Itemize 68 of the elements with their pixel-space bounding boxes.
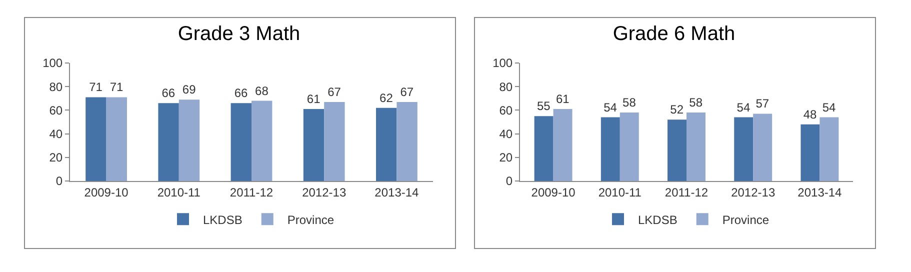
x-tick-label: 2013-14: [798, 185, 842, 200]
bar: [178, 100, 200, 181]
bar: [553, 109, 572, 181]
bar: [303, 109, 324, 181]
x-tick-label: 2010-11: [157, 185, 201, 200]
y-tick-label: 80: [499, 80, 513, 94]
data-label: 67: [400, 84, 414, 99]
bar: [230, 103, 252, 181]
y-tick-label: 100: [42, 56, 63, 70]
y-tick-label: 20: [499, 150, 513, 165]
data-label: 48: [803, 107, 818, 122]
y-tick-label: 40: [499, 127, 513, 141]
data-label: 62: [380, 90, 394, 105]
legend-label: LKDSB: [638, 212, 678, 227]
data-label: 61: [556, 92, 570, 106]
legend-label: Province: [722, 212, 770, 227]
data-label: 66: [234, 86, 248, 100]
legend-label: LKDSB: [203, 212, 242, 227]
x-tick-label: 2009-10: [531, 185, 576, 200]
x-tick-label: 2010-11: [598, 185, 642, 200]
bar: [753, 114, 772, 181]
data-label: 61: [306, 92, 321, 106]
y-tick-label: 0: [506, 174, 513, 188]
chart-title: Grade 6 Math: [612, 22, 736, 45]
x-tick-label: 2012-13: [302, 185, 346, 200]
bar: [600, 117, 620, 181]
data-label: 67: [328, 84, 342, 99]
data-label: 54: [604, 100, 618, 114]
bar: [820, 117, 839, 181]
y-tick-label: 40: [49, 127, 63, 141]
legend-label: Province: [287, 212, 334, 227]
chart-title: Grade 3 Math: [178, 22, 300, 45]
data-label: 58: [622, 96, 636, 110]
data-label: 58: [689, 96, 703, 110]
bar: [734, 117, 754, 181]
y-tick-label: 60: [499, 103, 513, 118]
data-label: 69: [182, 82, 196, 97]
bar: [686, 112, 706, 181]
bar: [376, 108, 397, 181]
x-tick-label: 2011-12: [230, 185, 274, 200]
bar: [800, 124, 820, 181]
bar: [396, 102, 418, 181]
bar: [534, 116, 554, 181]
y-tick-label: 100: [492, 56, 513, 70]
y-tick-label: 80: [49, 80, 63, 94]
data-label: 57: [756, 96, 770, 111]
bar: [324, 102, 345, 181]
bar: [252, 100, 272, 181]
data-label: 54: [822, 100, 836, 114]
data-label: 52: [670, 102, 684, 117]
data-label: 68: [255, 84, 269, 98]
x-tick-label: 2012-13: [731, 185, 776, 200]
bar: [158, 103, 179, 181]
x-tick-label: 2009-10: [84, 185, 129, 200]
data-label: 55: [536, 99, 551, 114]
data-label: 71: [89, 80, 103, 94]
bar: [86, 97, 106, 181]
x-tick-label: 2011-12: [664, 185, 708, 200]
data-label: 71: [110, 80, 124, 94]
data-label: 66: [162, 86, 176, 100]
y-tick-label: 0: [56, 174, 63, 188]
bar: [620, 112, 639, 181]
y-tick-label: 20: [49, 150, 63, 165]
data-label: 54: [736, 100, 750, 114]
x-tick-label: 2013-14: [374, 185, 420, 200]
bar: [668, 120, 686, 181]
bar: [106, 97, 127, 181]
y-tick-label: 60: [49, 103, 63, 118]
